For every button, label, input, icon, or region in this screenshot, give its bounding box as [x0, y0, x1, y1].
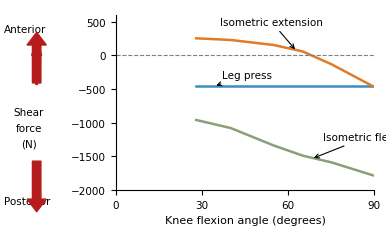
- Text: Anterior: Anterior: [4, 25, 46, 35]
- Text: Leg press: Leg press: [217, 71, 272, 86]
- Text: Shear: Shear: [14, 107, 44, 117]
- Text: Isometric extension: Isometric extension: [220, 17, 323, 49]
- Text: force: force: [16, 123, 42, 133]
- Text: Isometric flexion: Isometric flexion: [315, 133, 386, 158]
- Text: Posterior: Posterior: [4, 196, 50, 207]
- Text: (N): (N): [21, 139, 37, 149]
- X-axis label: Knee flexion angle (degrees): Knee flexion angle (degrees): [165, 215, 325, 225]
